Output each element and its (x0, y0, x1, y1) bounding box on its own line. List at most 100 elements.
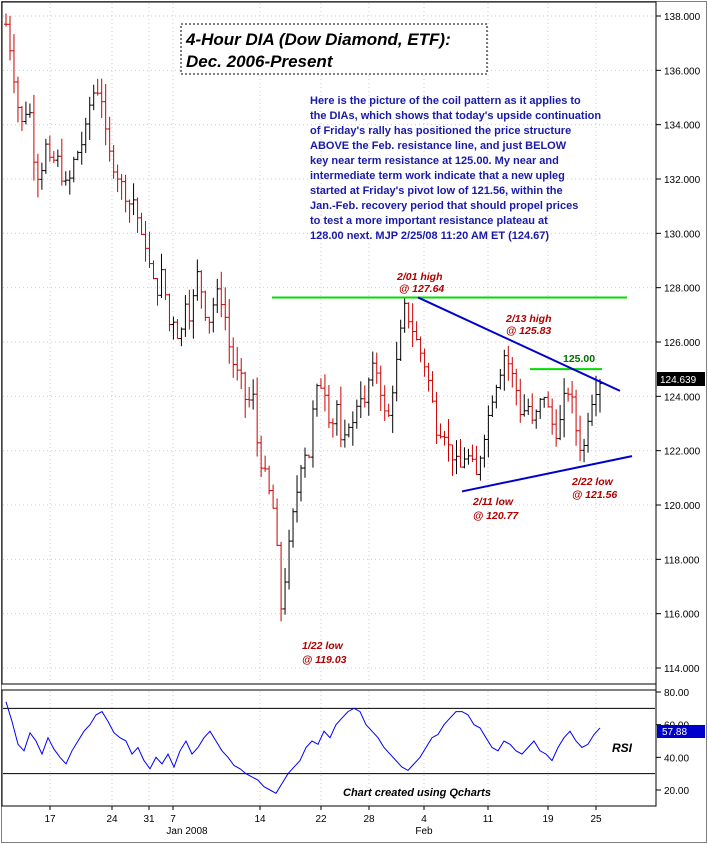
price-bar (370, 351, 375, 387)
x-tick-label: 14 (254, 814, 266, 825)
x-tick-label: 7 (170, 814, 176, 825)
price-bar (494, 384, 499, 409)
price-bar (151, 260, 156, 280)
last-rsi-tag: 57.88 (657, 725, 705, 738)
chart-title: 4-Hour DIA (Dow Diamond, ETF): Dec. 2006… (180, 23, 488, 75)
annotation-high-0201: 2/01 high (396, 271, 443, 283)
rsi-tick-label: 20.00 (664, 786, 689, 797)
price-bar (175, 319, 180, 340)
date-axis: 17 24 31 7 14 22 28 4 11 19 25 Jan 2008 Feb (44, 806, 602, 837)
price-bar (199, 270, 204, 309)
price-bar (67, 170, 72, 195)
commentary-line: Here is the picture of the coil pattern … (310, 95, 581, 107)
price-bar (99, 78, 104, 119)
price-bar (566, 387, 571, 402)
price-bar (390, 385, 395, 433)
price-bar (207, 316, 212, 334)
price-bar (27, 103, 32, 118)
annotation-high-0201-value: @ 127.64 (399, 283, 444, 295)
price-bar (550, 398, 555, 435)
annotation-high-0213-value: @ 125.83 (506, 325, 551, 337)
price-bar (187, 289, 192, 330)
price-bar (514, 368, 519, 406)
price-bar (171, 316, 176, 340)
price-bar (346, 423, 351, 438)
x-tick-label: 31 (143, 814, 155, 825)
price-bar (322, 374, 327, 412)
price-bar (330, 418, 335, 438)
price-bar (418, 336, 423, 363)
price-bar (135, 197, 140, 233)
price-bar (490, 395, 495, 417)
price-bar (478, 455, 483, 481)
price-bar (103, 84, 108, 146)
price-bar (466, 448, 471, 465)
price-bar (31, 94, 36, 181)
price-bar (195, 259, 200, 301)
price-bar (295, 475, 300, 523)
y-tick-label: 132.000 (664, 175, 701, 186)
last-rsi-value: 57.88 (662, 727, 687, 738)
y-tick-label: 120.000 (664, 501, 701, 512)
price-bar (219, 271, 224, 318)
price-bar (474, 445, 479, 475)
price-bar (71, 156, 76, 183)
price-bar (63, 171, 68, 186)
price-bar (251, 379, 256, 410)
price-bar (430, 371, 435, 403)
price-bar (382, 385, 387, 421)
price-bar (11, 34, 16, 94)
price-bar (51, 150, 56, 164)
y-tick-label: 134.000 (664, 121, 701, 132)
price-bar (458, 438, 463, 468)
annotation-low-0211: 2/11 low (472, 496, 514, 508)
y-tick-label: 124.000 (664, 392, 701, 403)
commentary-line: to test a more important resistance plat… (310, 215, 548, 227)
price-bar (374, 352, 379, 384)
y-tick-label: 118.000 (664, 555, 700, 566)
price-bar (279, 541, 284, 622)
price-bar (534, 409, 539, 429)
price-bar (326, 385, 331, 429)
price-bar (394, 341, 399, 402)
price-bar (378, 365, 383, 411)
price-bar (235, 347, 240, 381)
price-bar (259, 435, 264, 477)
x-tick-label: 4 (421, 814, 427, 825)
price-bar (434, 391, 439, 444)
price-bar (454, 440, 459, 475)
commentary-line: intermediate term work indicate that a n… (310, 170, 565, 182)
price-bar (147, 231, 152, 268)
y-tick-label: 130.000 (664, 229, 701, 240)
price-bar (15, 76, 20, 123)
last-price-tag: 124.639 (657, 372, 705, 386)
x-tick-label: 28 (363, 814, 375, 825)
price-bar (306, 454, 311, 459)
price-bar (506, 345, 511, 381)
price-bar (299, 464, 304, 502)
price-bar (19, 105, 24, 131)
price-bar (119, 173, 124, 200)
price-bar (47, 135, 52, 162)
price-bars (4, 13, 602, 622)
price-bar (498, 368, 503, 390)
y-tick-label: 114.000 (664, 664, 700, 675)
price-axis: 114.000 116.000 118.000 120.000 122.000 124.0… (656, 12, 701, 675)
y-tick-label: 128.000 (664, 284, 701, 295)
annotation-resistance-125: 125.00 (563, 353, 595, 365)
commentary-line: of Friday's rally has positioned the pri… (310, 125, 571, 137)
price-bar (83, 117, 88, 154)
commentary: Here is the picture of the coil pattern … (310, 95, 601, 242)
price-bar (530, 393, 535, 424)
price-bar (223, 287, 228, 331)
x-month-label: Feb (415, 826, 433, 837)
annotation-low-0211-value: @ 120.77 (473, 510, 519, 522)
annotation-high-0213: 2/13 high (505, 313, 552, 325)
price-bar (462, 447, 467, 469)
price-bar (91, 84, 96, 111)
price-bar (414, 321, 419, 341)
annotation-low-0222: 2/22 low (571, 476, 614, 488)
price-bar (203, 290, 208, 321)
price-bar (526, 398, 531, 416)
price-bar (263, 455, 268, 472)
